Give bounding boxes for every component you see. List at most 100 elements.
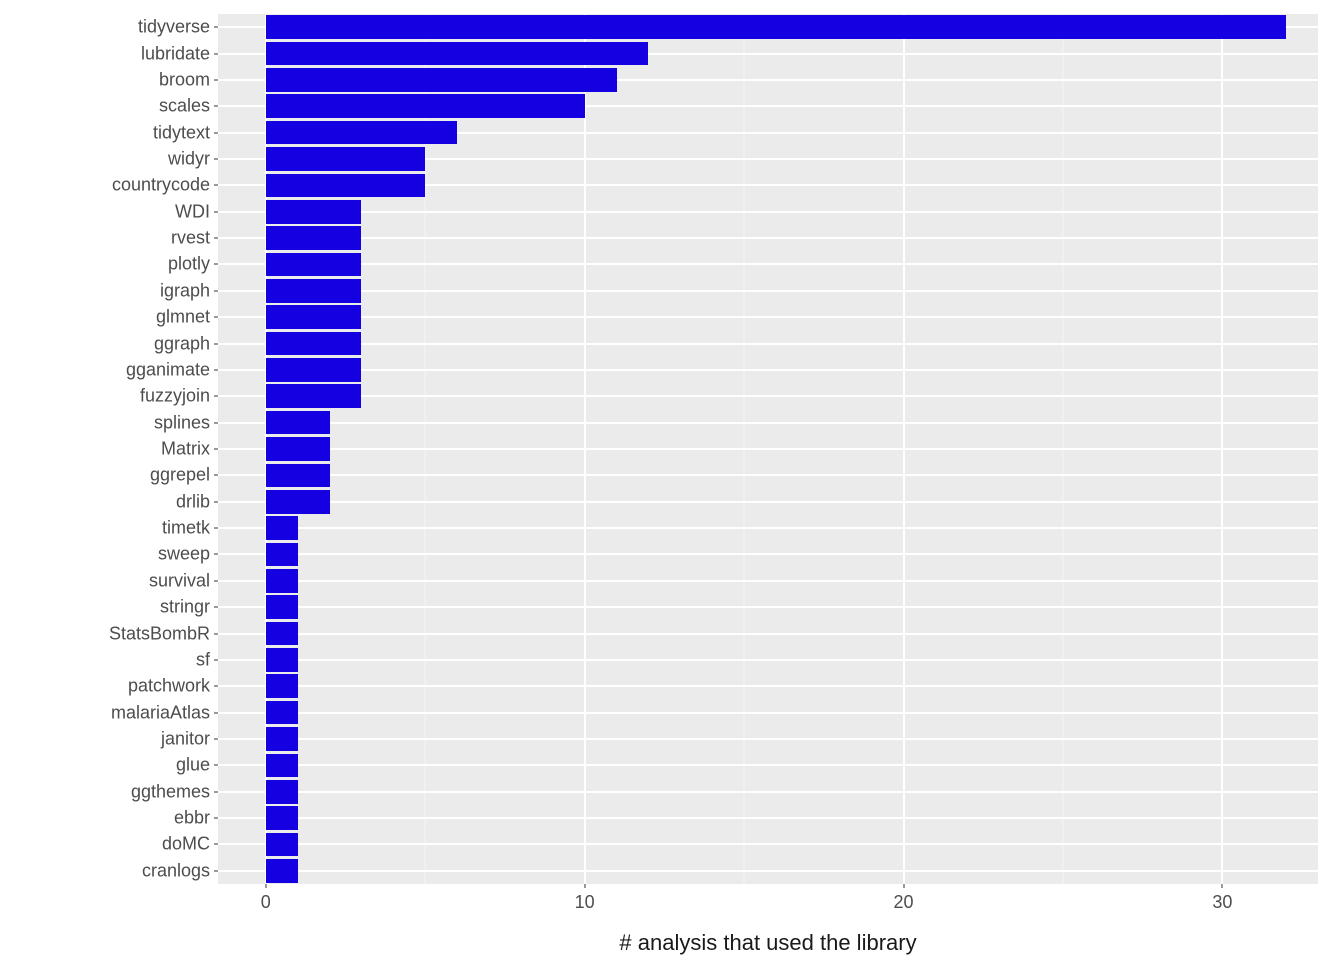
- y-tick-mark: [214, 369, 218, 370]
- y-tick-label: tidyverse: [138, 17, 210, 38]
- bar: [266, 727, 298, 751]
- y-tick-label: cranlogs: [142, 860, 210, 881]
- bar: [266, 332, 362, 356]
- y-tick-mark: [214, 132, 218, 133]
- y-tick-mark: [214, 159, 218, 160]
- y-tick-label: lubridate: [141, 43, 210, 64]
- grid-major-horizontal: [218, 817, 1318, 819]
- y-tick-label: splines: [154, 412, 210, 433]
- bar: [266, 147, 425, 171]
- y-tick-label: survival: [149, 570, 210, 591]
- grid-major-horizontal: [218, 263, 1318, 265]
- bar: [266, 68, 617, 92]
- bar: [266, 279, 362, 303]
- x-tick-mark: [265, 884, 266, 888]
- y-tick-label: tidytext: [153, 122, 210, 143]
- bar: [266, 437, 330, 461]
- y-tick-mark: [214, 712, 218, 713]
- y-tick-mark: [214, 870, 218, 871]
- bar: [266, 200, 362, 224]
- grid-major-horizontal: [218, 764, 1318, 766]
- y-tick-label: timetk: [162, 518, 210, 539]
- bar: [266, 595, 298, 619]
- grid-major-horizontal: [218, 633, 1318, 635]
- y-tick-label: ggthemes: [131, 781, 210, 802]
- grid-major-horizontal: [218, 606, 1318, 608]
- y-tick-label: Matrix: [161, 439, 210, 460]
- bar: [266, 516, 298, 540]
- y-tick-label: glmnet: [156, 307, 210, 328]
- y-tick-mark: [214, 554, 218, 555]
- y-tick-label: doMC: [162, 834, 210, 855]
- y-tick-mark: [214, 106, 218, 107]
- y-tick-mark: [214, 844, 218, 845]
- x-tick-mark: [1222, 884, 1223, 888]
- x-axis-title: # analysis that used the library: [619, 930, 916, 956]
- bar: [266, 859, 298, 883]
- bar: [266, 464, 330, 488]
- grid-major-horizontal: [218, 211, 1318, 213]
- y-tick-mark: [214, 290, 218, 291]
- y-tick-mark: [214, 422, 218, 423]
- y-tick-label: countrycode: [112, 175, 210, 196]
- y-tick-mark: [214, 739, 218, 740]
- y-tick-mark: [214, 528, 218, 529]
- y-tick-mark: [214, 607, 218, 608]
- y-tick-label: janitor: [161, 729, 210, 750]
- y-tick-label: glue: [176, 755, 210, 776]
- bar: [266, 15, 1286, 39]
- y-tick-mark: [214, 396, 218, 397]
- bar: [266, 833, 298, 857]
- y-tick-mark: [214, 686, 218, 687]
- x-tick-mark: [903, 884, 904, 888]
- y-tick-mark: [214, 633, 218, 634]
- bar: [266, 622, 298, 646]
- bar: [266, 490, 330, 514]
- grid-major-horizontal: [218, 712, 1318, 714]
- bar: [266, 701, 298, 725]
- bar: [266, 674, 298, 698]
- y-tick-label: broom: [159, 69, 210, 90]
- y-tick-label: plotly: [168, 254, 210, 275]
- y-tick-mark: [214, 211, 218, 212]
- bar: [266, 121, 457, 145]
- bar: [266, 358, 362, 382]
- grid-major-horizontal: [218, 685, 1318, 687]
- grid-major-horizontal: [218, 738, 1318, 740]
- y-tick-mark: [214, 475, 218, 476]
- grid-major-horizontal: [218, 501, 1318, 503]
- y-tick-label: scales: [159, 96, 210, 117]
- y-tick-label: widyr: [168, 149, 210, 170]
- grid-major-horizontal: [218, 659, 1318, 661]
- grid-major-horizontal: [218, 870, 1318, 872]
- y-tick-mark: [214, 580, 218, 581]
- y-tick-label: stringr: [160, 597, 210, 618]
- y-tick-mark: [214, 818, 218, 819]
- bar: [266, 174, 425, 198]
- y-tick-mark: [214, 791, 218, 792]
- y-tick-mark: [214, 53, 218, 54]
- y-tick-label: WDI: [175, 201, 210, 222]
- x-tick-label: 20: [893, 892, 913, 913]
- grid-major-horizontal: [218, 369, 1318, 371]
- bar: [266, 253, 362, 277]
- bar: [266, 411, 330, 435]
- grid-major-horizontal: [218, 527, 1318, 529]
- y-tick-label: ebbr: [174, 808, 210, 829]
- y-tick-label: sweep: [158, 544, 210, 565]
- grid-major-horizontal: [218, 237, 1318, 239]
- x-tick-label: 0: [261, 892, 271, 913]
- y-tick-label: fuzzyjoin: [140, 386, 210, 407]
- y-tick-label: gganimate: [126, 359, 210, 380]
- y-tick-mark: [214, 343, 218, 344]
- y-tick-mark: [214, 264, 218, 265]
- y-tick-label: igraph: [160, 280, 210, 301]
- grid-major-horizontal: [218, 290, 1318, 292]
- bar: [266, 806, 298, 830]
- grid-major-horizontal: [218, 843, 1318, 845]
- bar: [266, 569, 298, 593]
- y-tick-mark: [214, 79, 218, 80]
- y-tick-label: sf: [196, 649, 210, 670]
- y-tick-mark: [214, 185, 218, 186]
- grid-major-horizontal: [218, 580, 1318, 582]
